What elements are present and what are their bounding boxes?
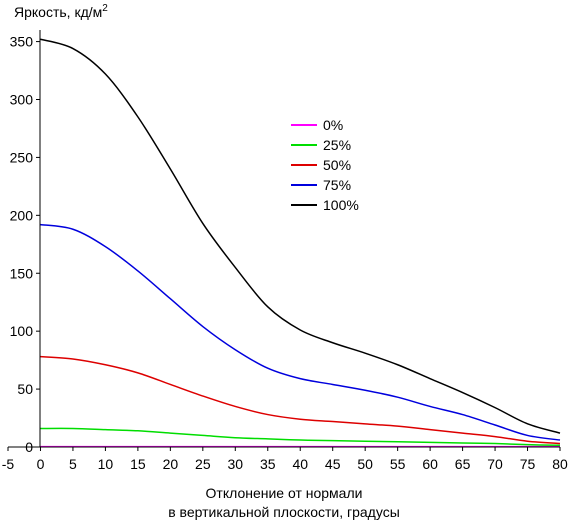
x-tick-label: 25 — [195, 456, 211, 472]
x-tick-label: 35 — [260, 456, 276, 472]
y-tick-label: 100 — [10, 323, 34, 339]
x-tick-label: 20 — [163, 456, 179, 472]
legend-label: 50% — [323, 157, 351, 173]
legend-label: 25% — [323, 137, 351, 153]
legend-label: 75% — [323, 177, 351, 193]
y-tick-label: 50 — [17, 381, 33, 397]
x-tick-label: 0 — [37, 456, 45, 472]
y-tick-label: 250 — [10, 149, 34, 165]
y-tick-label: 300 — [10, 92, 34, 108]
x-tick-label: 40 — [292, 456, 308, 472]
x-tick-label: 70 — [487, 456, 503, 472]
x-tick-label: 55 — [390, 456, 406, 472]
y-axis-title: Яркость, кд/м2 — [14, 3, 108, 20]
y-axis-title-superscript: 2 — [102, 3, 108, 14]
x-tick-label: -5 — [2, 456, 15, 472]
series-lines — [40, 38, 561, 448]
x-tick-label: 15 — [130, 456, 146, 472]
legend-label: 100% — [323, 197, 359, 213]
series-line — [40, 355, 561, 445]
y-tick-label: 150 — [10, 265, 34, 281]
x-tick-label: 45 — [325, 456, 341, 472]
x-tick-label: 10 — [98, 456, 114, 472]
y-tick-label: 200 — [10, 207, 34, 223]
x-tick-label: 50 — [357, 456, 373, 472]
series-line — [40, 223, 561, 441]
x-tick-label: 5 — [69, 456, 77, 472]
series-line — [40, 427, 561, 447]
x-axis-title-line-1: Отклонение от нормали — [206, 485, 363, 501]
x-ticks: -5 0 5 10 15 20 25 30 35 40 45 50 55 60 65 70 75 80 — [2, 447, 568, 472]
x-tick-label: 80 — [552, 456, 568, 472]
x-tick-label: 30 — [228, 456, 244, 472]
x-tick-label: 75 — [520, 456, 536, 472]
series-line — [40, 38, 561, 434]
x-tick-label: 60 — [422, 456, 438, 472]
x-tick-label: 65 — [455, 456, 471, 472]
y-axis-title-text: Яркость, кд/м — [14, 4, 102, 20]
x-axis-title-line-2: в вертикальной плоскости, градусы — [168, 504, 400, 520]
y-tick-label: 0 — [25, 439, 33, 455]
y-tick-label: 350 — [10, 34, 34, 50]
legend-label: 0% — [323, 117, 343, 133]
y-ticks: 0 50 100 150 200 250 300 350 — [10, 34, 40, 455]
legend: 0% 25% 50% 75% 100% — [291, 117, 359, 213]
